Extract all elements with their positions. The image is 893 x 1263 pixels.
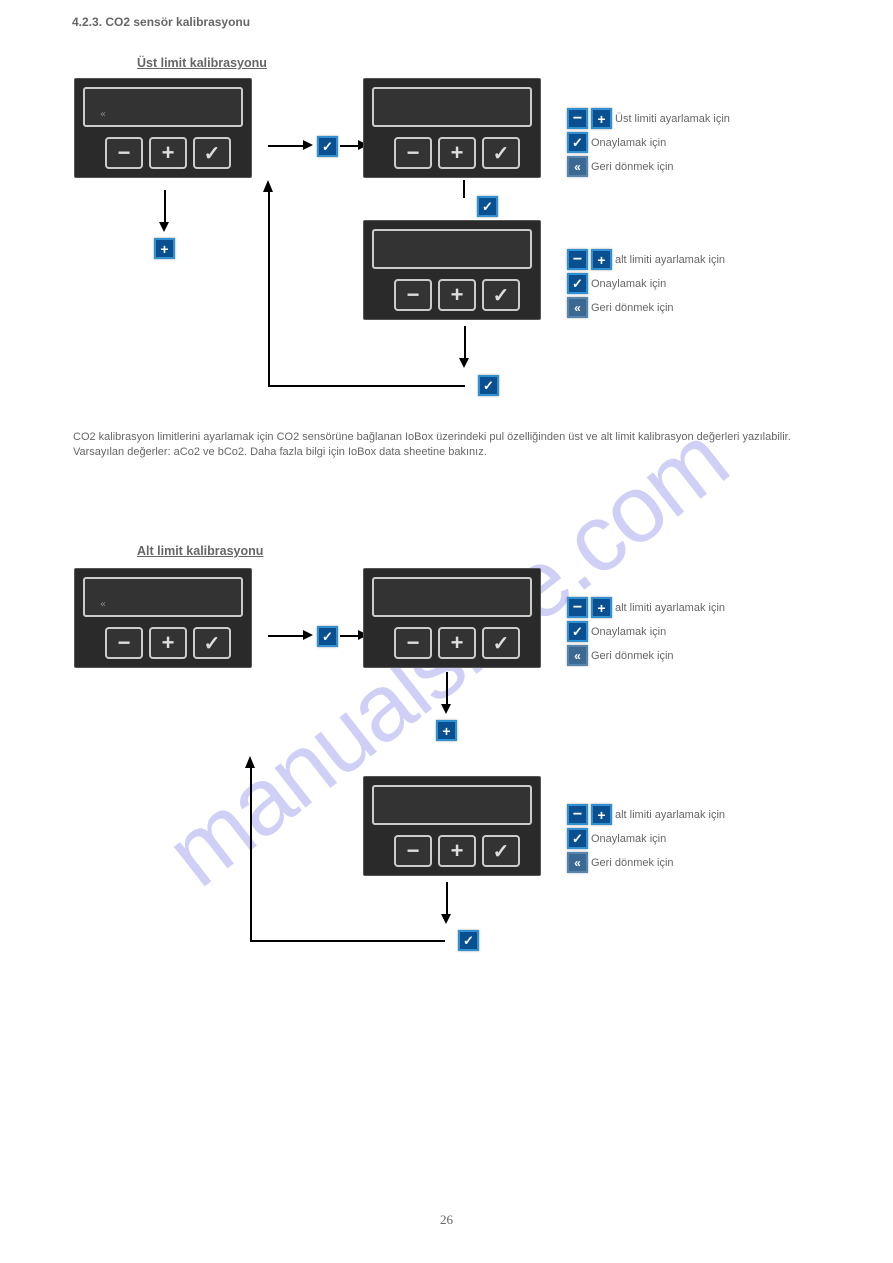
arrow-1-return-h: [268, 385, 465, 387]
plus-icon-1c: +: [591, 249, 612, 270]
text-2b-confirm: Onaylamak için: [591, 625, 666, 640]
arrowhead-2-return: [240, 756, 260, 776]
check-icon-1b: ✓: [567, 132, 588, 153]
panel-2a-screen: «: [83, 577, 243, 617]
plus-icon-2b-down: +: [436, 720, 457, 741]
arrow-2a-2b-2: [340, 635, 358, 637]
arrowhead-2a-2b: [303, 630, 313, 640]
section1-heading: Üst limit kalibrasyonu: [137, 56, 267, 70]
plus-button-1b[interactable]: +: [438, 137, 476, 169]
panel-2b: − + ✓: [363, 568, 541, 668]
text-1c-back: Geri dönmek için: [591, 301, 674, 316]
panel-2b-screen: [372, 577, 532, 617]
panel-1b-screen: [372, 87, 532, 127]
back-icon-2c: «: [567, 852, 588, 873]
panel-1c-screen: [372, 229, 532, 269]
panel-2a-disp: «: [100, 599, 106, 610]
plus-icon-2c: +: [591, 804, 612, 825]
arrow-2b-down: [446, 672, 448, 704]
plus-button-1c[interactable]: +: [438, 279, 476, 311]
check-button-1b[interactable]: ✓: [482, 137, 520, 169]
text-1c-top: alt limiti ayarlamak için: [615, 253, 725, 268]
arrow-1c-down: [464, 326, 466, 358]
arrowhead-2b-down: [441, 704, 451, 714]
plus-icon-1b: +: [591, 108, 612, 129]
panel-1b: − + ✓: [363, 78, 541, 178]
arrow-1a-down: [164, 190, 166, 222]
check-icon-1c-down: ✓: [478, 375, 499, 396]
arrowhead-1-return: [258, 180, 278, 200]
text-2c-top: alt limiti ayarlamak için: [615, 808, 725, 823]
section2-heading: Alt limit kalibrasyonu: [137, 544, 263, 558]
back-icon-1b: «: [567, 156, 588, 177]
text-2b-top: alt limiti ayarlamak için: [615, 601, 725, 616]
minus-button-2c[interactable]: −: [394, 835, 432, 867]
check-icon-1c: ✓: [567, 273, 588, 294]
back-icon-1c: «: [567, 297, 588, 318]
text-2c-back: Geri dönmek için: [591, 856, 674, 871]
check-icon-2c-down: ✓: [458, 930, 479, 951]
minus-button-2a[interactable]: −: [105, 627, 143, 659]
arrow-1b-1c: [463, 180, 465, 198]
section1-note: CO2 kalibrasyon limitlerini ayarlamak iç…: [73, 430, 793, 460]
text-2b-back: Geri dönmek için: [591, 649, 674, 664]
check-button-2b[interactable]: ✓: [482, 627, 520, 659]
panel-1a-screen: «: [83, 87, 243, 127]
arrow-2-return-h: [250, 940, 445, 942]
text-1b-top: Üst limiti ayarlamak için: [615, 112, 730, 127]
check-button-2a[interactable]: ✓: [193, 627, 231, 659]
text-1c-confirm: Onaylamak için: [591, 277, 666, 292]
minus-button-1b[interactable]: −: [394, 137, 432, 169]
panel-2c: − + ✓: [363, 776, 541, 876]
check-icon-mid-2: ✓: [317, 626, 338, 647]
check-icon-2b: ✓: [567, 621, 588, 642]
minus-icon-1c: −: [567, 249, 588, 270]
plus-button-2c[interactable]: +: [438, 835, 476, 867]
arrowhead-1a-1b: [303, 140, 313, 150]
check-button-1c[interactable]: ✓: [482, 279, 520, 311]
arrow-2c-down: [446, 882, 448, 914]
minus-button-1a[interactable]: −: [105, 137, 143, 169]
plus-icon-2b: +: [591, 597, 612, 618]
arrowhead-2c-down: [441, 914, 451, 924]
panel-2a: « − + ✓: [74, 568, 252, 668]
panel-1a: « − + ✓: [74, 78, 252, 178]
minus-button-2b[interactable]: −: [394, 627, 432, 659]
arrowhead-1a-down: [159, 222, 169, 232]
plus-button-1a[interactable]: +: [149, 137, 187, 169]
minus-button-1c[interactable]: −: [394, 279, 432, 311]
minus-icon-2b: −: [567, 597, 588, 618]
check-icon-2c: ✓: [567, 828, 588, 849]
check-button-1a[interactable]: ✓: [193, 137, 231, 169]
page-number: 26: [0, 1212, 893, 1228]
page-title: 4.2.3. CO2 sensör kalibrasyonu: [72, 15, 250, 29]
back-icon-2b: «: [567, 645, 588, 666]
plus-button-2b[interactable]: +: [438, 627, 476, 659]
panel-1c: − + ✓: [363, 220, 541, 320]
minus-icon-1b: −: [567, 108, 588, 129]
arrowhead-1c-down: [459, 358, 469, 368]
text-1b-confirm: Onaylamak için: [591, 136, 666, 151]
arrow-2-return-v: [250, 766, 252, 941]
arrow-1-return-v: [268, 190, 270, 386]
arrow-1a-1b: [268, 145, 303, 147]
check-button-2c[interactable]: ✓: [482, 835, 520, 867]
panel-1a-disp: «: [100, 109, 106, 120]
panel-2c-screen: [372, 785, 532, 825]
check-icon-mid-1: ✓: [317, 136, 338, 157]
arrow-1a-1b-2: [340, 145, 358, 147]
text-2c-confirm: Onaylamak için: [591, 832, 666, 847]
minus-icon-2c: −: [567, 804, 588, 825]
plus-button-2a[interactable]: +: [149, 627, 187, 659]
plus-icon-1a-down: +: [154, 238, 175, 259]
check-icon-bc-1: ✓: [477, 196, 498, 217]
arrow-2a-2b: [268, 635, 303, 637]
text-1b-back: Geri dönmek için: [591, 160, 674, 175]
